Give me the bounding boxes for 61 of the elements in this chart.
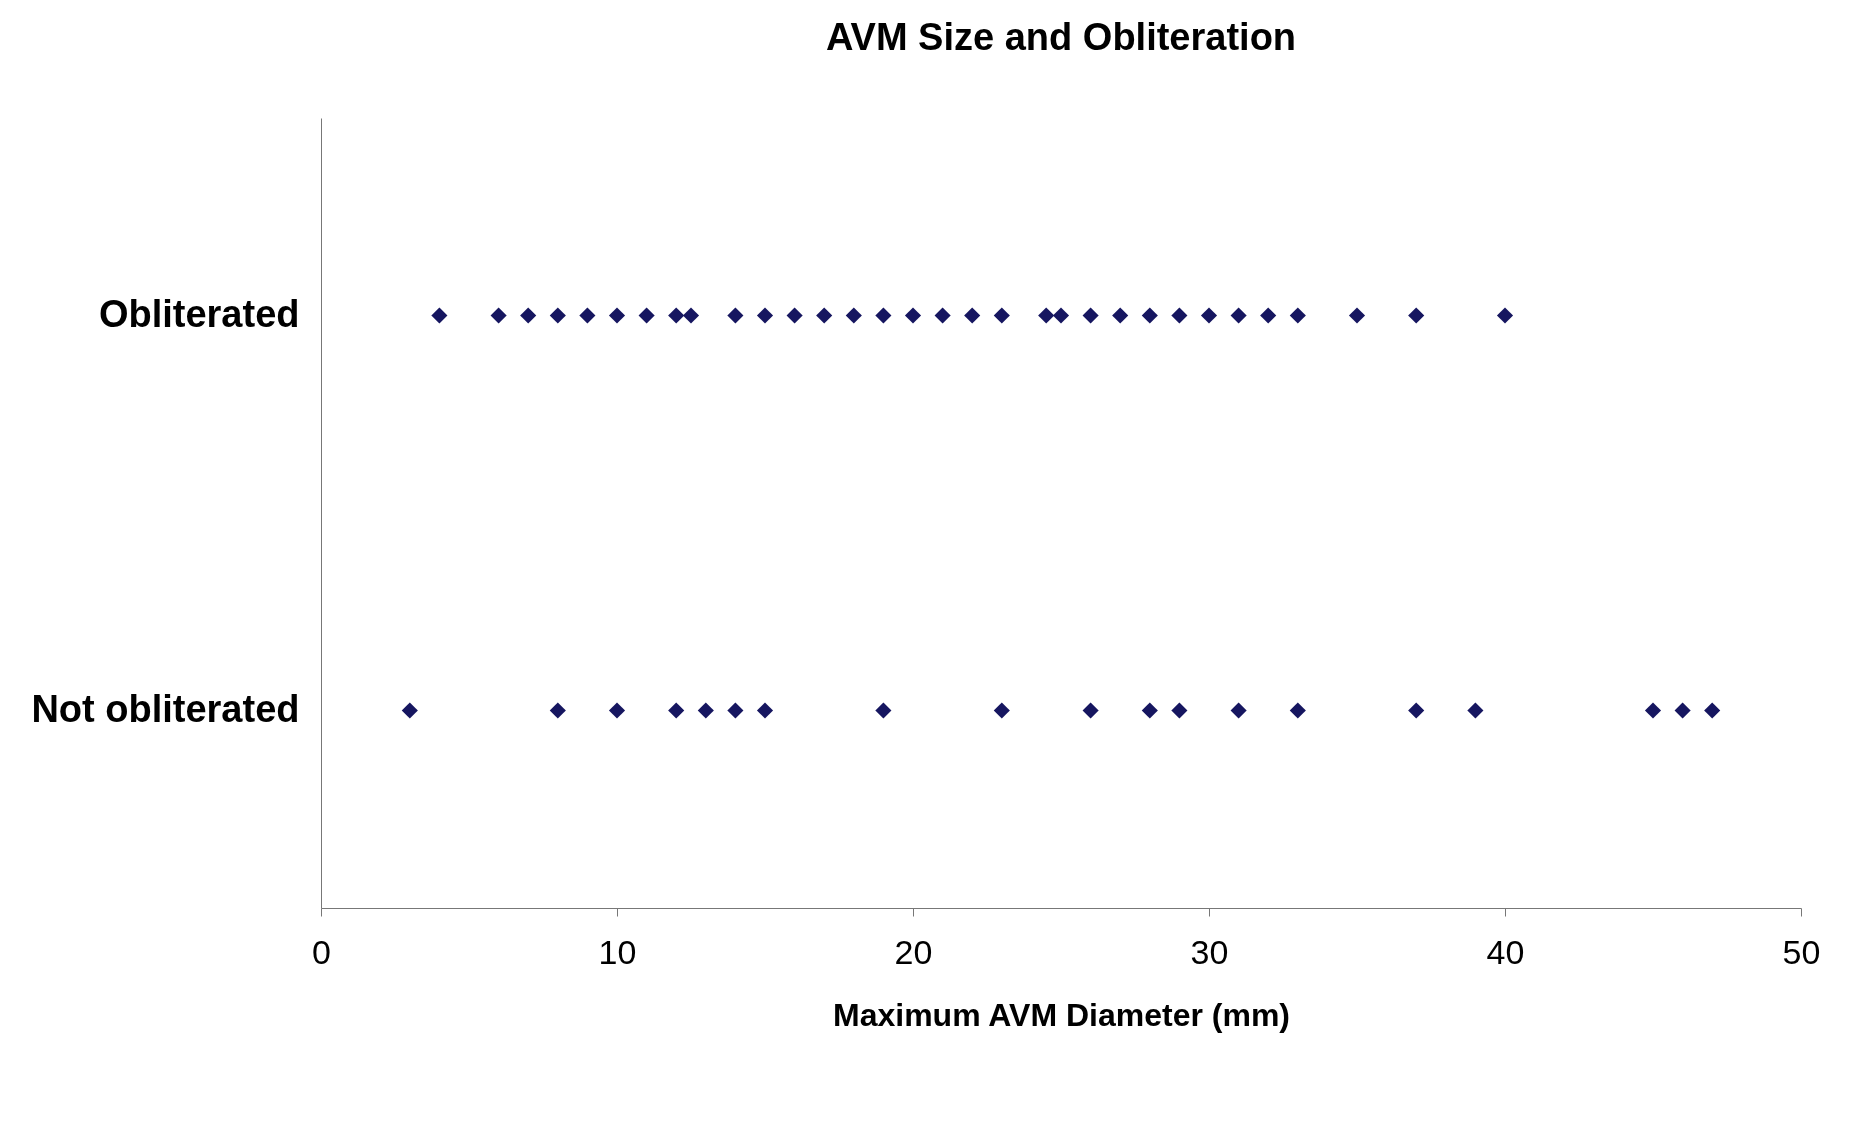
x-tick-label: 40 — [1486, 932, 1525, 971]
point — [756, 702, 774, 719]
point — [579, 307, 596, 324]
x-tick-label: 10 — [598, 932, 637, 971]
point — [1289, 702, 1306, 719]
point — [1141, 702, 1158, 719]
point — [1674, 702, 1691, 719]
point — [1112, 307, 1129, 324]
point — [1408, 307, 1425, 324]
x-tick-label: 20 — [894, 932, 933, 971]
point — [875, 307, 892, 324]
point — [697, 702, 714, 719]
point — [1496, 307, 1514, 324]
point — [1289, 307, 1306, 324]
point — [682, 307, 700, 324]
point — [608, 702, 626, 719]
point — [1467, 702, 1484, 719]
point — [875, 702, 892, 719]
point — [1082, 702, 1099, 719]
point — [520, 307, 537, 324]
point — [1644, 702, 1662, 719]
point — [786, 307, 803, 324]
x-tick-label: 30 — [1190, 932, 1229, 971]
point — [1230, 702, 1247, 719]
point — [904, 307, 922, 324]
point — [431, 307, 448, 324]
x-tick-label: 0 — [312, 932, 331, 971]
x-axis-title: Maximum AVM Diameter (mm) — [833, 996, 1290, 1033]
point — [668, 702, 685, 719]
point — [727, 307, 744, 324]
point — [1230, 307, 1247, 324]
point — [1141, 307, 1158, 324]
point — [1082, 307, 1099, 324]
point — [1200, 307, 1218, 324]
point — [964, 307, 981, 324]
point — [1704, 702, 1721, 719]
point — [549, 702, 566, 719]
point — [816, 307, 833, 324]
y-tick-label: Obliterated — [98, 293, 300, 335]
point — [993, 307, 1010, 324]
x-tick-label: 50 — [1782, 932, 1821, 971]
point — [490, 307, 507, 324]
point — [1038, 307, 1055, 324]
point — [727, 702, 744, 719]
point — [608, 307, 626, 324]
point — [1408, 702, 1425, 719]
point — [1052, 307, 1070, 324]
point — [993, 702, 1010, 719]
point — [1171, 307, 1188, 324]
point — [668, 307, 685, 324]
point — [549, 307, 566, 324]
chart-title: AVM Size and Obliteration — [825, 16, 1297, 58]
point — [1260, 307, 1277, 324]
point — [401, 702, 418, 719]
point — [1171, 702, 1188, 719]
point — [845, 307, 862, 324]
point — [638, 307, 655, 324]
point — [756, 307, 774, 324]
point — [934, 307, 951, 324]
y-tick-label: Not obliterated — [31, 688, 300, 730]
point — [1348, 307, 1366, 324]
